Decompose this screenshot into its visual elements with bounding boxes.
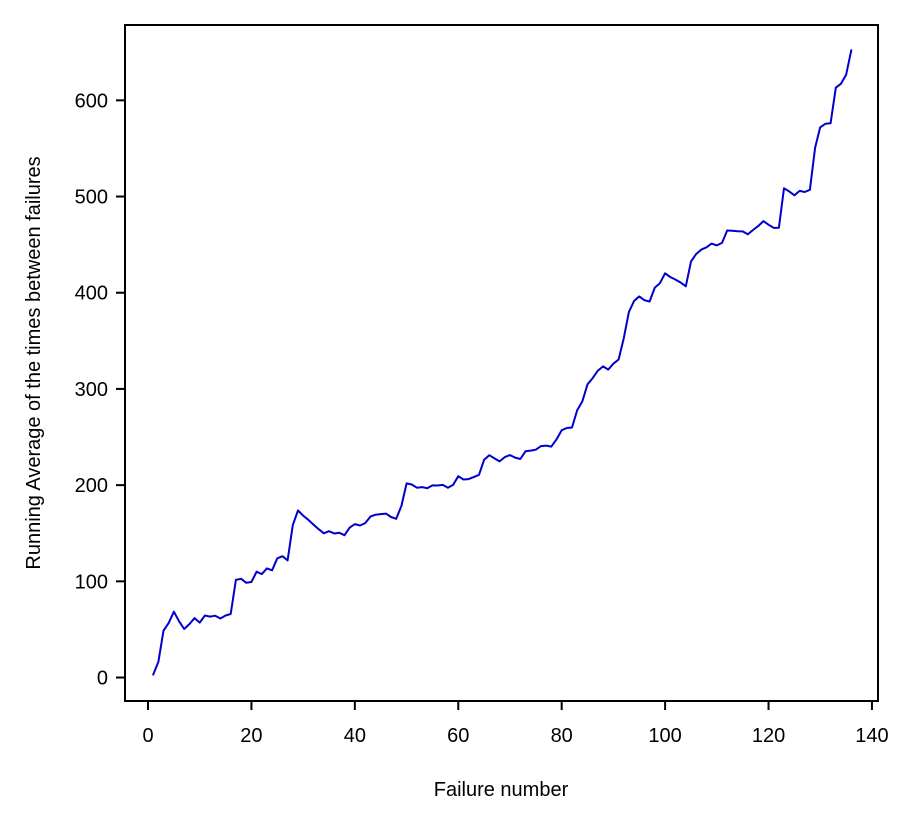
y-axis-title: Running Average of the times between fai… (23, 156, 45, 569)
y-axis-tick-label: 600 (75, 90, 108, 112)
running-average-line (152, 49, 853, 676)
plot-frame (124, 24, 879, 702)
y-axis-tick-label: 400 (75, 283, 108, 305)
x-axis-tick-label: 100 (648, 725, 681, 747)
x-axis-tick-label: 120 (752, 725, 785, 747)
x-axis-title: Failure number (434, 779, 569, 801)
x-axis-tick-label: 80 (551, 725, 573, 747)
x-axis-tick-label: 40 (344, 725, 366, 747)
x-axis-tick-label: 20 (240, 725, 262, 747)
y-axis-tick-label: 300 (75, 379, 108, 401)
x-axis-tick-label: 140 (855, 725, 888, 747)
y-axis-tick-label: 100 (75, 571, 108, 593)
y-axis-ticks: 0 100 200 300 400 500 600 (75, 90, 125, 690)
y-axis-tick-label: 0 (97, 668, 108, 690)
x-axis-tick-label: 0 (142, 725, 153, 747)
y-axis-tick-label: 200 (75, 475, 108, 497)
x-axis-tick-label: 60 (447, 725, 469, 747)
x-axis-ticks: 0 20 40 60 80 100 120 140 (142, 701, 889, 747)
y-axis-tick-label: 500 (75, 187, 108, 209)
